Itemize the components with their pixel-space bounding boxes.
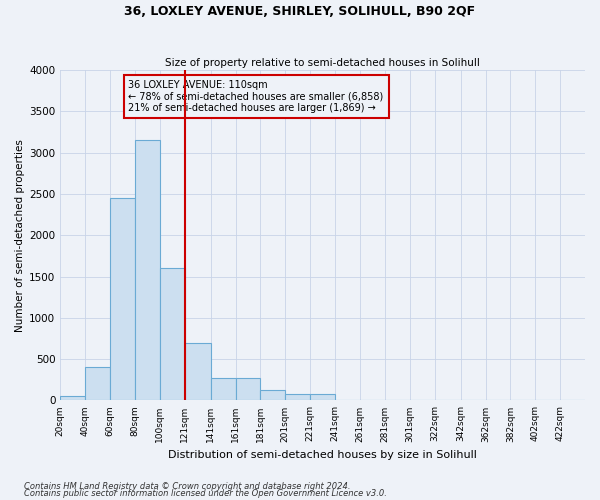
Text: Contains public sector information licensed under the Open Government Licence v3: Contains public sector information licen… xyxy=(24,489,387,498)
Text: 36 LOXLEY AVENUE: 110sqm
← 78% of semi-detached houses are smaller (6,858)
21% o: 36 LOXLEY AVENUE: 110sqm ← 78% of semi-d… xyxy=(128,80,384,114)
Bar xyxy=(211,378,236,400)
Bar xyxy=(85,368,110,400)
Text: Contains HM Land Registry data © Crown copyright and database right 2024.: Contains HM Land Registry data © Crown c… xyxy=(24,482,350,491)
Bar xyxy=(135,140,160,400)
Text: 36, LOXLEY AVENUE, SHIRLEY, SOLIHULL, B90 2QF: 36, LOXLEY AVENUE, SHIRLEY, SOLIHULL, B9… xyxy=(124,5,476,18)
Bar xyxy=(260,390,286,400)
Bar xyxy=(160,268,185,400)
Bar xyxy=(286,394,310,400)
Bar xyxy=(110,198,135,400)
Bar xyxy=(60,396,85,400)
Bar xyxy=(185,342,211,400)
Bar xyxy=(236,378,260,400)
Y-axis label: Number of semi-detached properties: Number of semi-detached properties xyxy=(15,139,25,332)
Title: Size of property relative to semi-detached houses in Solihull: Size of property relative to semi-detach… xyxy=(165,58,480,68)
Bar xyxy=(310,394,335,400)
X-axis label: Distribution of semi-detached houses by size in Solihull: Distribution of semi-detached houses by … xyxy=(168,450,477,460)
